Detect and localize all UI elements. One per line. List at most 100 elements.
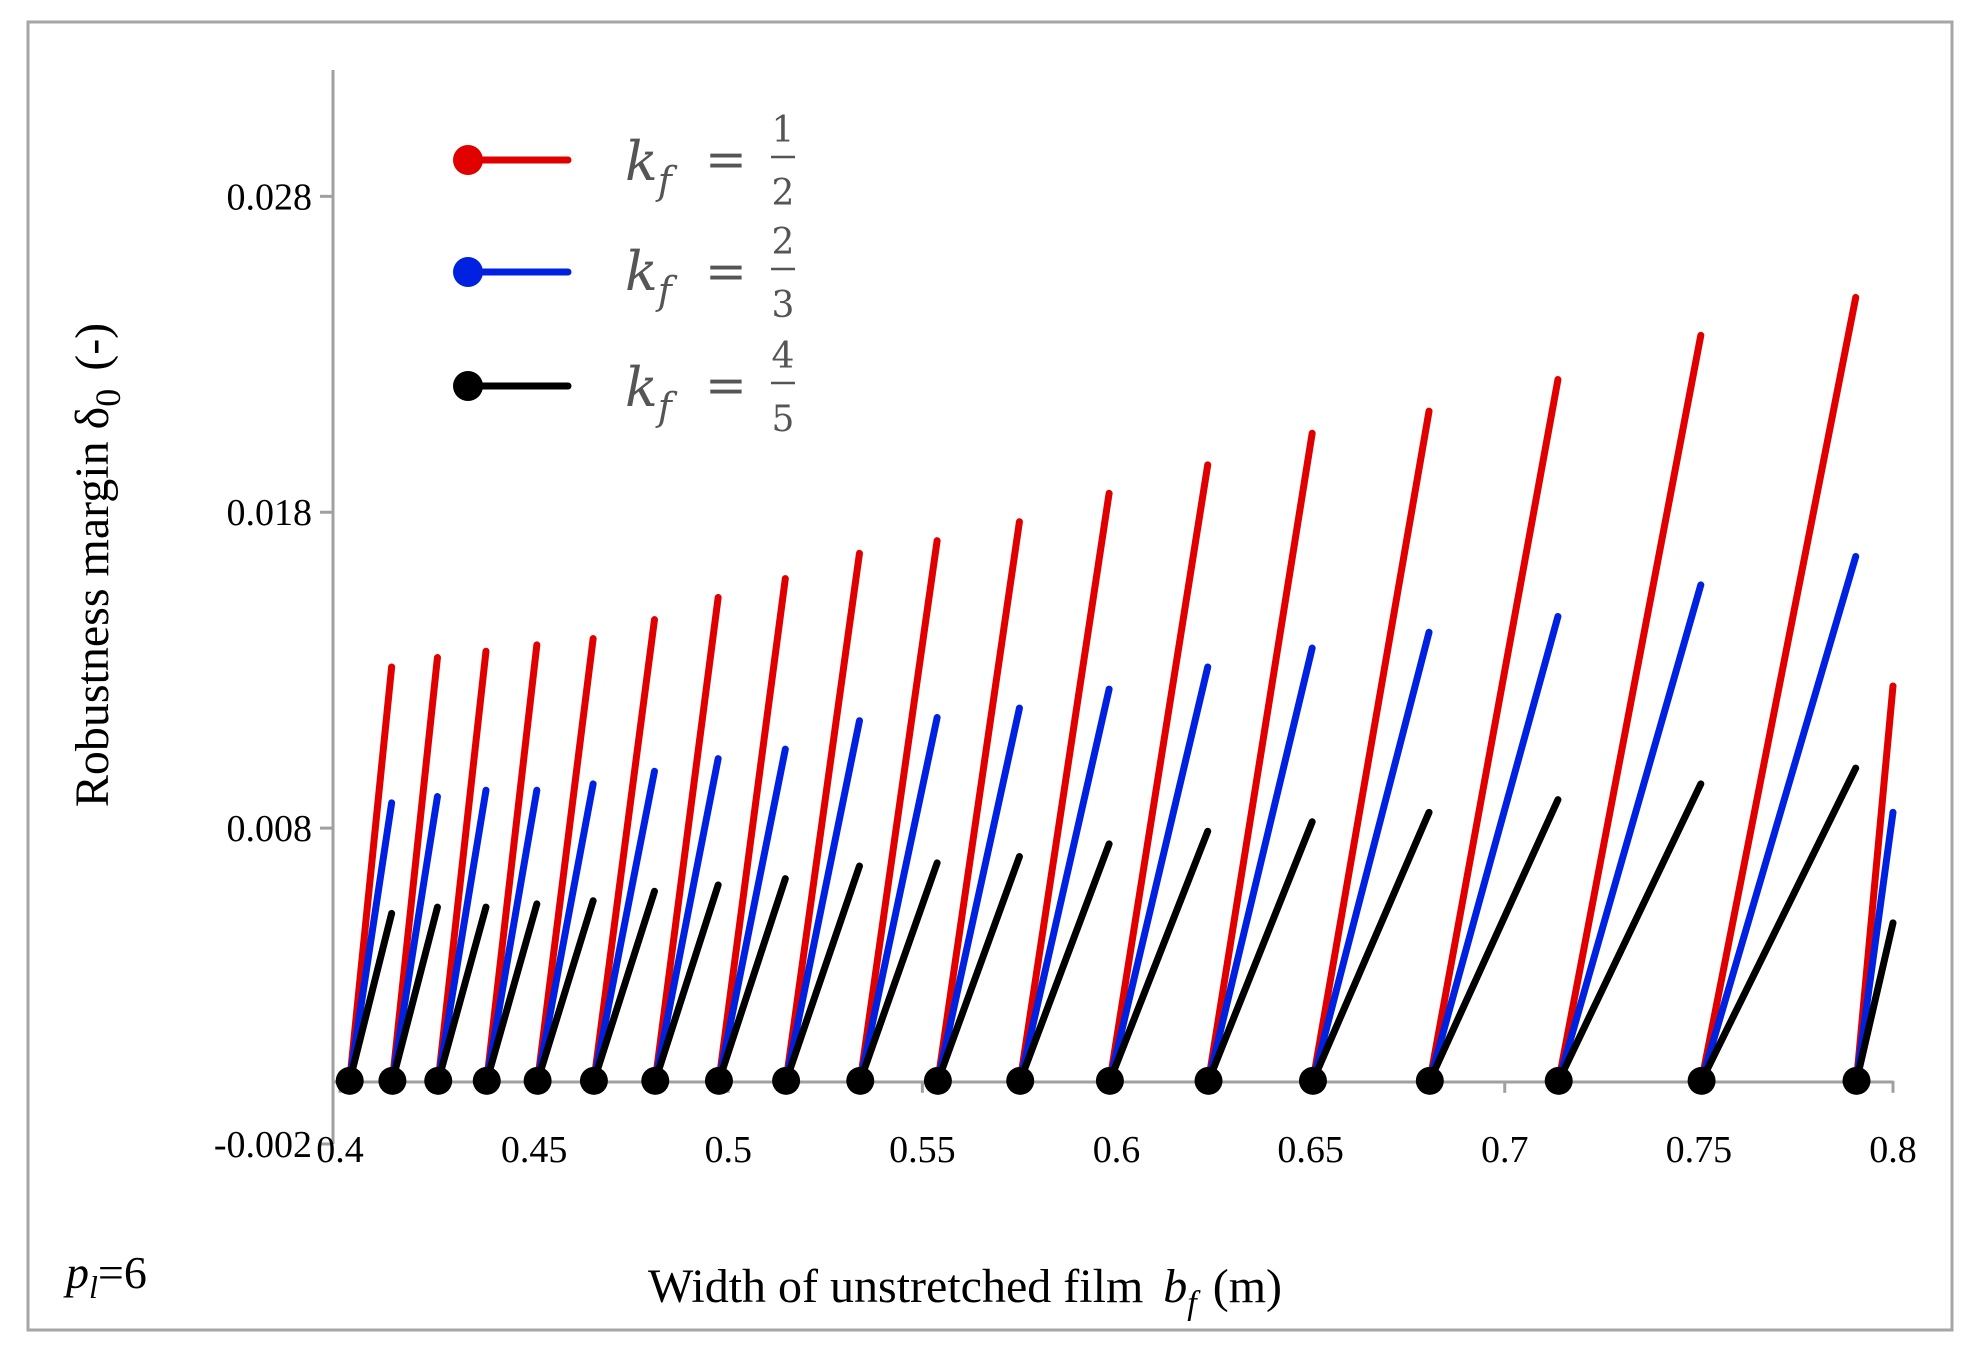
y-ticks: -0.002 0.008 0.018 0.028 — [214, 176, 333, 1166]
series-1-segment-14 — [1309, 628, 1433, 1085]
series-1-segment-5 — [590, 767, 658, 1085]
series-1-segment-16 — [1555, 581, 1705, 1085]
legend-entry-0: kf = 1 2 — [453, 110, 795, 214]
y-tick-label: 0.028 — [227, 176, 313, 218]
series-0-segment-15 — [1426, 376, 1562, 1085]
series-2-segment-18 — [1853, 919, 1897, 1085]
series-2-segment-16 — [1555, 780, 1705, 1085]
zero-point-1 — [378, 1066, 407, 1095]
zero-point-11 — [1006, 1066, 1035, 1095]
zero-point-13 — [1194, 1066, 1223, 1095]
series-0-segment-12 — [1106, 461, 1212, 1085]
legend-equals-1: = — [705, 242, 747, 300]
series-0-segment-8 — [782, 549, 863, 1085]
series-1 — [346, 552, 1897, 1085]
x-tick-label: 0.65 — [1277, 1129, 1344, 1171]
zero-point-16 — [1544, 1066, 1573, 1095]
series-0 — [346, 293, 1897, 1085]
series-2-segment-15 — [1426, 796, 1562, 1085]
zero-point-15 — [1415, 1066, 1444, 1095]
legend-equals-2: = — [705, 356, 747, 414]
series-1-segment-8 — [782, 717, 863, 1085]
legend-den-0: 2 — [772, 173, 795, 214]
series-0-segment-13 — [1205, 429, 1316, 1085]
x-tick-label: 0.75 — [1666, 1129, 1733, 1171]
series-1-segment-18 — [1853, 808, 1897, 1085]
series-0-segment-5 — [590, 616, 658, 1085]
series-2-segment-7 — [715, 875, 789, 1085]
outer-border — [26, 20, 1954, 1332]
x-tick-label: 0.7 — [1481, 1129, 1529, 1171]
x-axis-title: Width of unstretched film bf (m) — [648, 1260, 1282, 1322]
series-2-segment-5 — [590, 887, 658, 1085]
x-tick-label: 0.4 — [316, 1129, 364, 1171]
legend-marker-2 — [453, 371, 483, 401]
y-tick-label: -0.002 — [214, 1124, 312, 1166]
zero-point-9 — [846, 1066, 875, 1095]
series-0-segment-6 — [651, 594, 722, 1085]
series-2-segment-11 — [1016, 840, 1113, 1085]
zero-point-14 — [1298, 1066, 1327, 1095]
series-2-segment-13 — [1205, 818, 1316, 1085]
legend-num-2: 4 — [772, 336, 795, 377]
legend-equals-0: = — [705, 130, 747, 188]
legend-num-1: 2 — [772, 222, 795, 263]
series-1-segment-12 — [1106, 663, 1212, 1085]
series-2-segment-17 — [1698, 764, 1860, 1085]
series-1-segment-17 — [1698, 552, 1860, 1085]
series-2-segment-10 — [934, 853, 1023, 1085]
series-0-segment-9 — [856, 537, 941, 1085]
series-1-segment-7 — [715, 745, 789, 1085]
zero-point-18 — [1842, 1066, 1871, 1095]
y-tick-label: 0.008 — [227, 808, 313, 850]
series-2-segment-12 — [1106, 827, 1212, 1085]
zero-point-10 — [923, 1066, 952, 1095]
series-0-segment-1 — [388, 654, 441, 1085]
zero-point-0 — [335, 1066, 364, 1095]
series-1-segment-3 — [483, 786, 541, 1085]
x-tick-label: 0.45 — [501, 1129, 568, 1171]
zero-point-6 — [641, 1066, 670, 1095]
legend-marker-0 — [453, 145, 483, 175]
series-2-segment-0 — [346, 909, 396, 1085]
x-tick-label: 0.55 — [889, 1129, 956, 1171]
legend-marker-1 — [453, 257, 483, 287]
zero-point-4 — [523, 1066, 552, 1095]
zero-points-layer — [335, 1066, 1871, 1095]
series-1-segment-2 — [434, 786, 490, 1085]
series-1-segment-13 — [1205, 644, 1316, 1085]
y-tick-label: 0.018 — [227, 492, 313, 534]
legend-entry-2: kf = 4 5 — [453, 336, 795, 440]
legend-num-0: 1 — [772, 110, 795, 151]
series-2-segment-2 — [434, 903, 490, 1085]
series-1-segment-0 — [346, 799, 396, 1085]
series-0-segment-11 — [1016, 489, 1113, 1085]
series-2 — [346, 764, 1897, 1085]
series-1-segment-6 — [651, 755, 722, 1085]
series-2-segment-14 — [1309, 808, 1433, 1085]
y-axis-title: Robustness margin δ0(-) — [66, 323, 128, 807]
legend: kf = 1 2 kf = 2 3 kf = 4 5 — [453, 110, 795, 440]
zero-point-7 — [704, 1066, 733, 1095]
series-1-segment-4 — [534, 780, 597, 1085]
zero-point-17 — [1687, 1066, 1716, 1095]
series-0-segment-3 — [483, 641, 541, 1085]
x-tick-label: 0.8 — [1869, 1129, 1917, 1171]
series-2-segment-3 — [483, 900, 541, 1085]
series-1-segment-10 — [934, 704, 1023, 1085]
series-2-segment-6 — [651, 881, 722, 1085]
legend-den-1: 3 — [772, 285, 795, 326]
series-0-segment-16 — [1555, 331, 1705, 1085]
series-2-segment-1 — [388, 903, 441, 1085]
zero-point-12 — [1095, 1066, 1124, 1095]
series-1-segment-15 — [1426, 612, 1562, 1085]
annotation-pl: pl=6 — [63, 1247, 147, 1305]
legend-den-2: 5 — [772, 399, 795, 440]
zero-point-5 — [579, 1066, 608, 1095]
zero-point-8 — [772, 1066, 801, 1095]
series-0-segment-17 — [1698, 293, 1860, 1085]
series-1-segment-11 — [1016, 685, 1113, 1085]
series-0-segment-14 — [1309, 407, 1433, 1085]
series-1-segment-1 — [388, 793, 441, 1085]
